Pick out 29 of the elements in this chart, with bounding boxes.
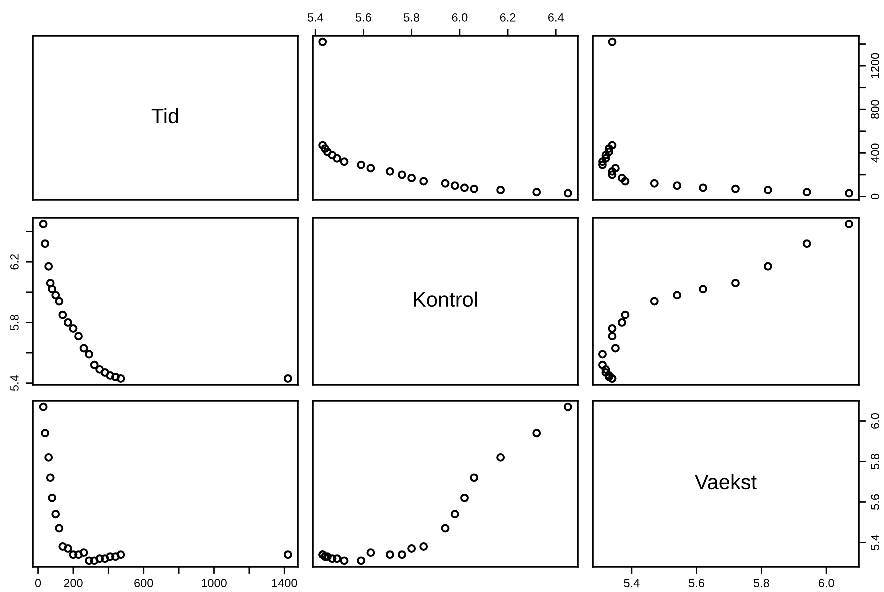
y-tick-label: 800 (871, 100, 880, 119)
x-tick-label: 0 (35, 579, 42, 588)
x-tick-label: 1400 (272, 579, 298, 588)
x-tick-label: 6.4 (548, 14, 564, 22)
y-tick-label: 0 (871, 194, 880, 200)
text: Kontrol (414, 292, 478, 308)
y-tick-label: 400 (871, 144, 880, 163)
x-tick-label: 5.4 (624, 579, 640, 588)
y-tick-label: 5.6 (871, 494, 880, 510)
y-tick-label: 5.8 (871, 454, 880, 470)
y-tick-label: 6.0 (871, 414, 880, 429)
x-tick-label: 6.0 (818, 579, 834, 588)
y-tick-label: 5.4 (871, 534, 880, 550)
y-tick-label: 5.8 (10, 315, 19, 330)
x-tick-label: 6.2 (500, 14, 516, 22)
x-tick-label: 5.8 (754, 579, 770, 588)
y-tick-label: 6.2 (10, 254, 19, 270)
x-tick-label: 200 (64, 579, 83, 588)
x-tick-label: 5.4 (308, 14, 324, 22)
x-tick-label: 5.8 (404, 14, 420, 22)
x-tick-label: 6.0 (452, 14, 468, 22)
y-tick-label: 5.4 (10, 375, 19, 392)
text: Tid (152, 108, 178, 124)
x-tick-label: 600 (134, 579, 154, 588)
x-tick-label: 1000 (202, 579, 227, 588)
text: Vaekst (695, 474, 757, 490)
y-tick-label: 1200 (871, 53, 880, 78)
x-tick-label: 5.6 (689, 579, 704, 588)
x-tick-label: 5.6 (356, 14, 372, 22)
